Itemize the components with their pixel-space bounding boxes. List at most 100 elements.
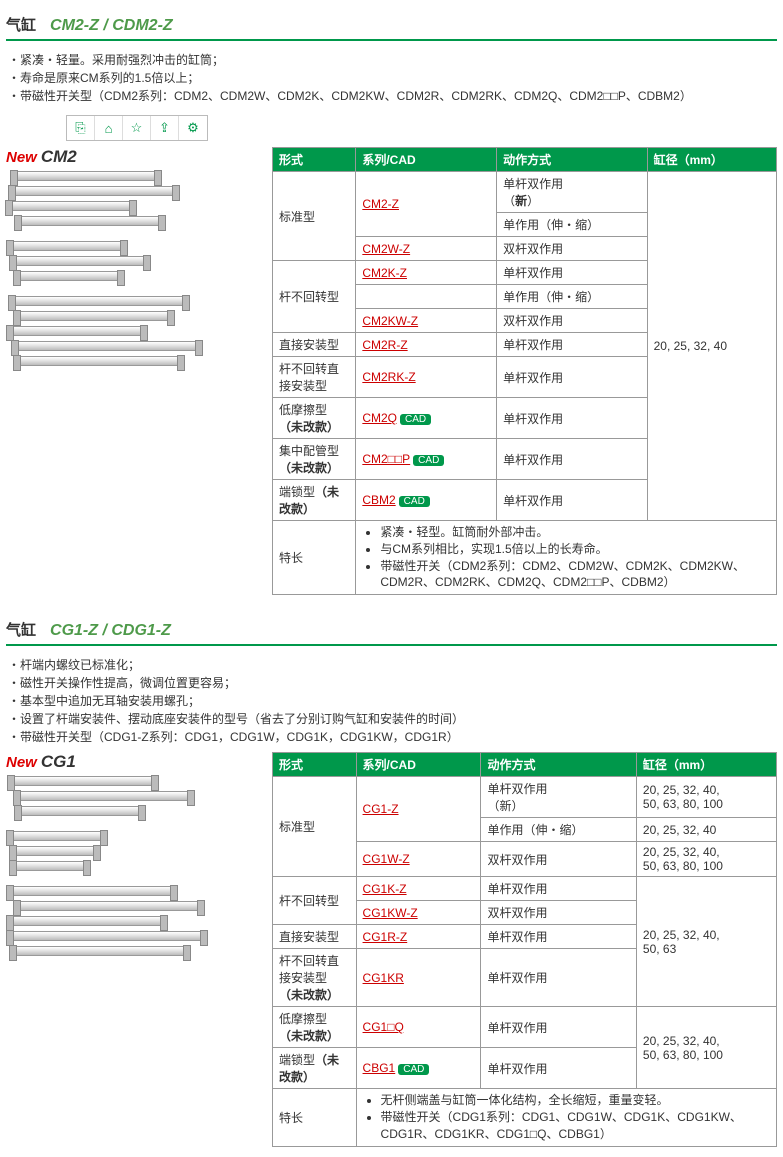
series-link[interactable]: CM2W-Z bbox=[362, 242, 410, 256]
features-label: 特长 bbox=[273, 1089, 357, 1146]
col-header: 动作方式 bbox=[481, 753, 636, 777]
category-label: 气缸 bbox=[6, 14, 36, 35]
action-cell: 双杆双作用 bbox=[497, 309, 647, 333]
series-link[interactable]: CBG1 bbox=[363, 1061, 396, 1075]
tool-icon-0[interactable]: ⎘ bbox=[67, 116, 95, 140]
series-cell bbox=[356, 285, 497, 309]
section-title: 气缸 CG1-Z / CDG1-Z bbox=[6, 619, 777, 640]
col-header: 形式 bbox=[273, 148, 356, 172]
bore-cell: 20, 25, 32, 40 bbox=[636, 818, 776, 842]
features-label: 特长 bbox=[273, 521, 356, 595]
features-cell: 紧凑・轻型。缸筒耐外部冲击。与CM系列相比，实现1.5倍以上的长寿命。带磁性开关… bbox=[356, 521, 777, 595]
series-link[interactable]: CM2R-Z bbox=[362, 338, 407, 352]
series-link[interactable]: CG1R-Z bbox=[363, 930, 408, 944]
series-cell: CM2R-Z bbox=[356, 333, 497, 357]
action-cell: 单作用（伸・缩） bbox=[497, 285, 647, 309]
series-link[interactable]: CM2□□P bbox=[362, 452, 410, 466]
cad-badge[interactable]: CAD bbox=[398, 1064, 429, 1075]
series-cell: CG1-Z bbox=[356, 777, 481, 842]
series-cell: CG1□Q bbox=[356, 1007, 481, 1048]
series-link[interactable]: CG1-Z bbox=[363, 802, 399, 816]
action-cell: 单杆双作用 bbox=[481, 925, 636, 949]
action-cell: 单杆双作用 bbox=[497, 333, 647, 357]
model-label: CM2-Z / CDM2-Z bbox=[50, 17, 173, 35]
type-cell: 低摩擦型（未改款） bbox=[273, 398, 356, 439]
series-cell: CM2-Z bbox=[356, 172, 497, 237]
series-cell: CBM2 CAD bbox=[356, 480, 497, 521]
spec-table: 形式系列/CAD动作方式缸径（mm）标准型CM2-Z单杆双作用（新）20, 25… bbox=[272, 147, 777, 595]
type-cell: 端锁型（未改款） bbox=[273, 1048, 357, 1089]
action-cell: 单杆双作用 bbox=[497, 261, 647, 285]
divider bbox=[6, 644, 777, 646]
category-label: 气缸 bbox=[6, 619, 36, 640]
series-cell: CBG1CAD bbox=[356, 1048, 481, 1089]
action-cell: 单作用（伸・缩） bbox=[481, 818, 636, 842]
action-cell: 双杆双作用 bbox=[481, 901, 636, 925]
series-link[interactable]: CM2K-Z bbox=[362, 266, 407, 280]
tool-icon-2[interactable]: ☆ bbox=[123, 116, 151, 140]
description-bullets: ・紧凑・轻量。采用耐强烈冲击的缸筒；・寿命是原来CM系列的1.5倍以上；・带磁性… bbox=[8, 51, 777, 105]
divider bbox=[6, 39, 777, 41]
series-cell: CM2QCAD bbox=[356, 398, 497, 439]
series-link[interactable]: CG1KW-Z bbox=[363, 906, 418, 920]
series-link[interactable]: CG1K-Z bbox=[363, 882, 407, 896]
cad-badge[interactable]: CAD bbox=[413, 455, 444, 466]
series-link[interactable]: CG1W-Z bbox=[363, 852, 410, 866]
series-cell: CM2KW-Z bbox=[356, 309, 497, 333]
type-cell: 低摩擦型（未改款） bbox=[273, 1007, 357, 1048]
type-cell: 标准型 bbox=[273, 777, 357, 877]
bore-cell: 20, 25, 32, 40,50, 63, 80, 100 bbox=[636, 1007, 776, 1089]
col-header: 系列/CAD bbox=[356, 753, 481, 777]
type-cell: 杆不回转型 bbox=[273, 877, 357, 925]
spec-table: 形式系列/CAD动作方式缸径（mm）标准型CG1-Z单杆双作用（新）20, 25… bbox=[272, 752, 777, 1146]
action-cell: 单杆双作用 bbox=[497, 480, 647, 521]
cad-badge[interactable]: CAD bbox=[399, 496, 430, 507]
action-cell: 单杆双作用 bbox=[481, 1048, 636, 1089]
series-cell: CG1KR bbox=[356, 949, 481, 1007]
features-row: 特长无杆侧端盖与缸筒一体化结构，全长缩短，重量变轻。带磁性开关（CDG1系列：C… bbox=[273, 1089, 777, 1146]
type-cell: 端锁型（未改款） bbox=[273, 480, 356, 521]
product-images: NewCG1 bbox=[6, 752, 264, 1146]
bore-cell: 20, 25, 32, 40,50, 63, 80, 100 bbox=[636, 777, 776, 818]
type-cell: 直接安装型 bbox=[273, 925, 357, 949]
action-cell: 单作用（伸・缩） bbox=[497, 213, 647, 237]
series-link[interactable]: CM2Q bbox=[362, 411, 397, 425]
features-row: 特长紧凑・轻型。缸筒耐外部冲击。与CM系列相比，实现1.5倍以上的长寿命。带磁性… bbox=[273, 521, 777, 595]
table-row: 标准型CM2-Z单杆双作用（新）20, 25, 32, 40 bbox=[273, 172, 777, 213]
series-cell: CM2RK-Z bbox=[356, 357, 497, 398]
table-row: 标准型CG1-Z单杆双作用（新）20, 25, 32, 40,50, 63, 8… bbox=[273, 777, 777, 818]
type-cell: 标准型 bbox=[273, 172, 356, 261]
series-cell: CG1R-Z bbox=[356, 925, 481, 949]
col-header: 动作方式 bbox=[497, 148, 647, 172]
action-cell: 单杆双作用 bbox=[481, 949, 636, 1007]
action-cell: 单杆双作用 bbox=[481, 1007, 636, 1048]
action-cell: 双杆双作用 bbox=[497, 237, 647, 261]
col-header: 缸径（mm） bbox=[636, 753, 776, 777]
col-header: 系列/CAD bbox=[356, 148, 497, 172]
col-header: 形式 bbox=[273, 753, 357, 777]
type-cell: 直接安装型 bbox=[273, 333, 356, 357]
cad-badge[interactable]: CAD bbox=[400, 414, 431, 425]
action-cell: 单杆双作用（新） bbox=[481, 777, 636, 818]
bore-cell: 20, 25, 32, 40 bbox=[647, 172, 776, 521]
features-cell: 无杆侧端盖与缸筒一体化结构，全长缩短，重量变轻。带磁性开关（CDG1系列：CDG… bbox=[356, 1089, 776, 1146]
type-cell: 杆不回转直接安装型（未改款） bbox=[273, 949, 357, 1007]
toolbox: ⎘⌂☆⇪⚙ bbox=[66, 115, 208, 141]
model-label: CG1-Z / CDG1-Z bbox=[50, 622, 171, 640]
action-cell: 单杆双作用 bbox=[481, 877, 636, 901]
tool-icon-4[interactable]: ⚙ bbox=[179, 116, 207, 140]
tool-icon-3[interactable]: ⇪ bbox=[151, 116, 179, 140]
type-cell: 杆不回转型 bbox=[273, 261, 356, 333]
series-link[interactable]: CBM2 bbox=[362, 493, 395, 507]
series-cell: CM2K-Z bbox=[356, 261, 497, 285]
tool-icon-1[interactable]: ⌂ bbox=[95, 116, 123, 140]
series-link[interactable]: CG1KR bbox=[363, 971, 404, 985]
series-cell: CG1W-Z bbox=[356, 842, 481, 877]
series-link[interactable]: CM2RK-Z bbox=[362, 370, 415, 384]
bore-cell: 20, 25, 32, 40,50, 63, 80, 100 bbox=[636, 842, 776, 877]
section-title: 气缸 CM2-Z / CDM2-Z bbox=[6, 14, 777, 35]
type-cell: 杆不回转直接安装型 bbox=[273, 357, 356, 398]
series-link[interactable]: CG1□Q bbox=[363, 1020, 404, 1034]
series-link[interactable]: CM2-Z bbox=[362, 197, 399, 211]
series-link[interactable]: CM2KW-Z bbox=[362, 314, 418, 328]
